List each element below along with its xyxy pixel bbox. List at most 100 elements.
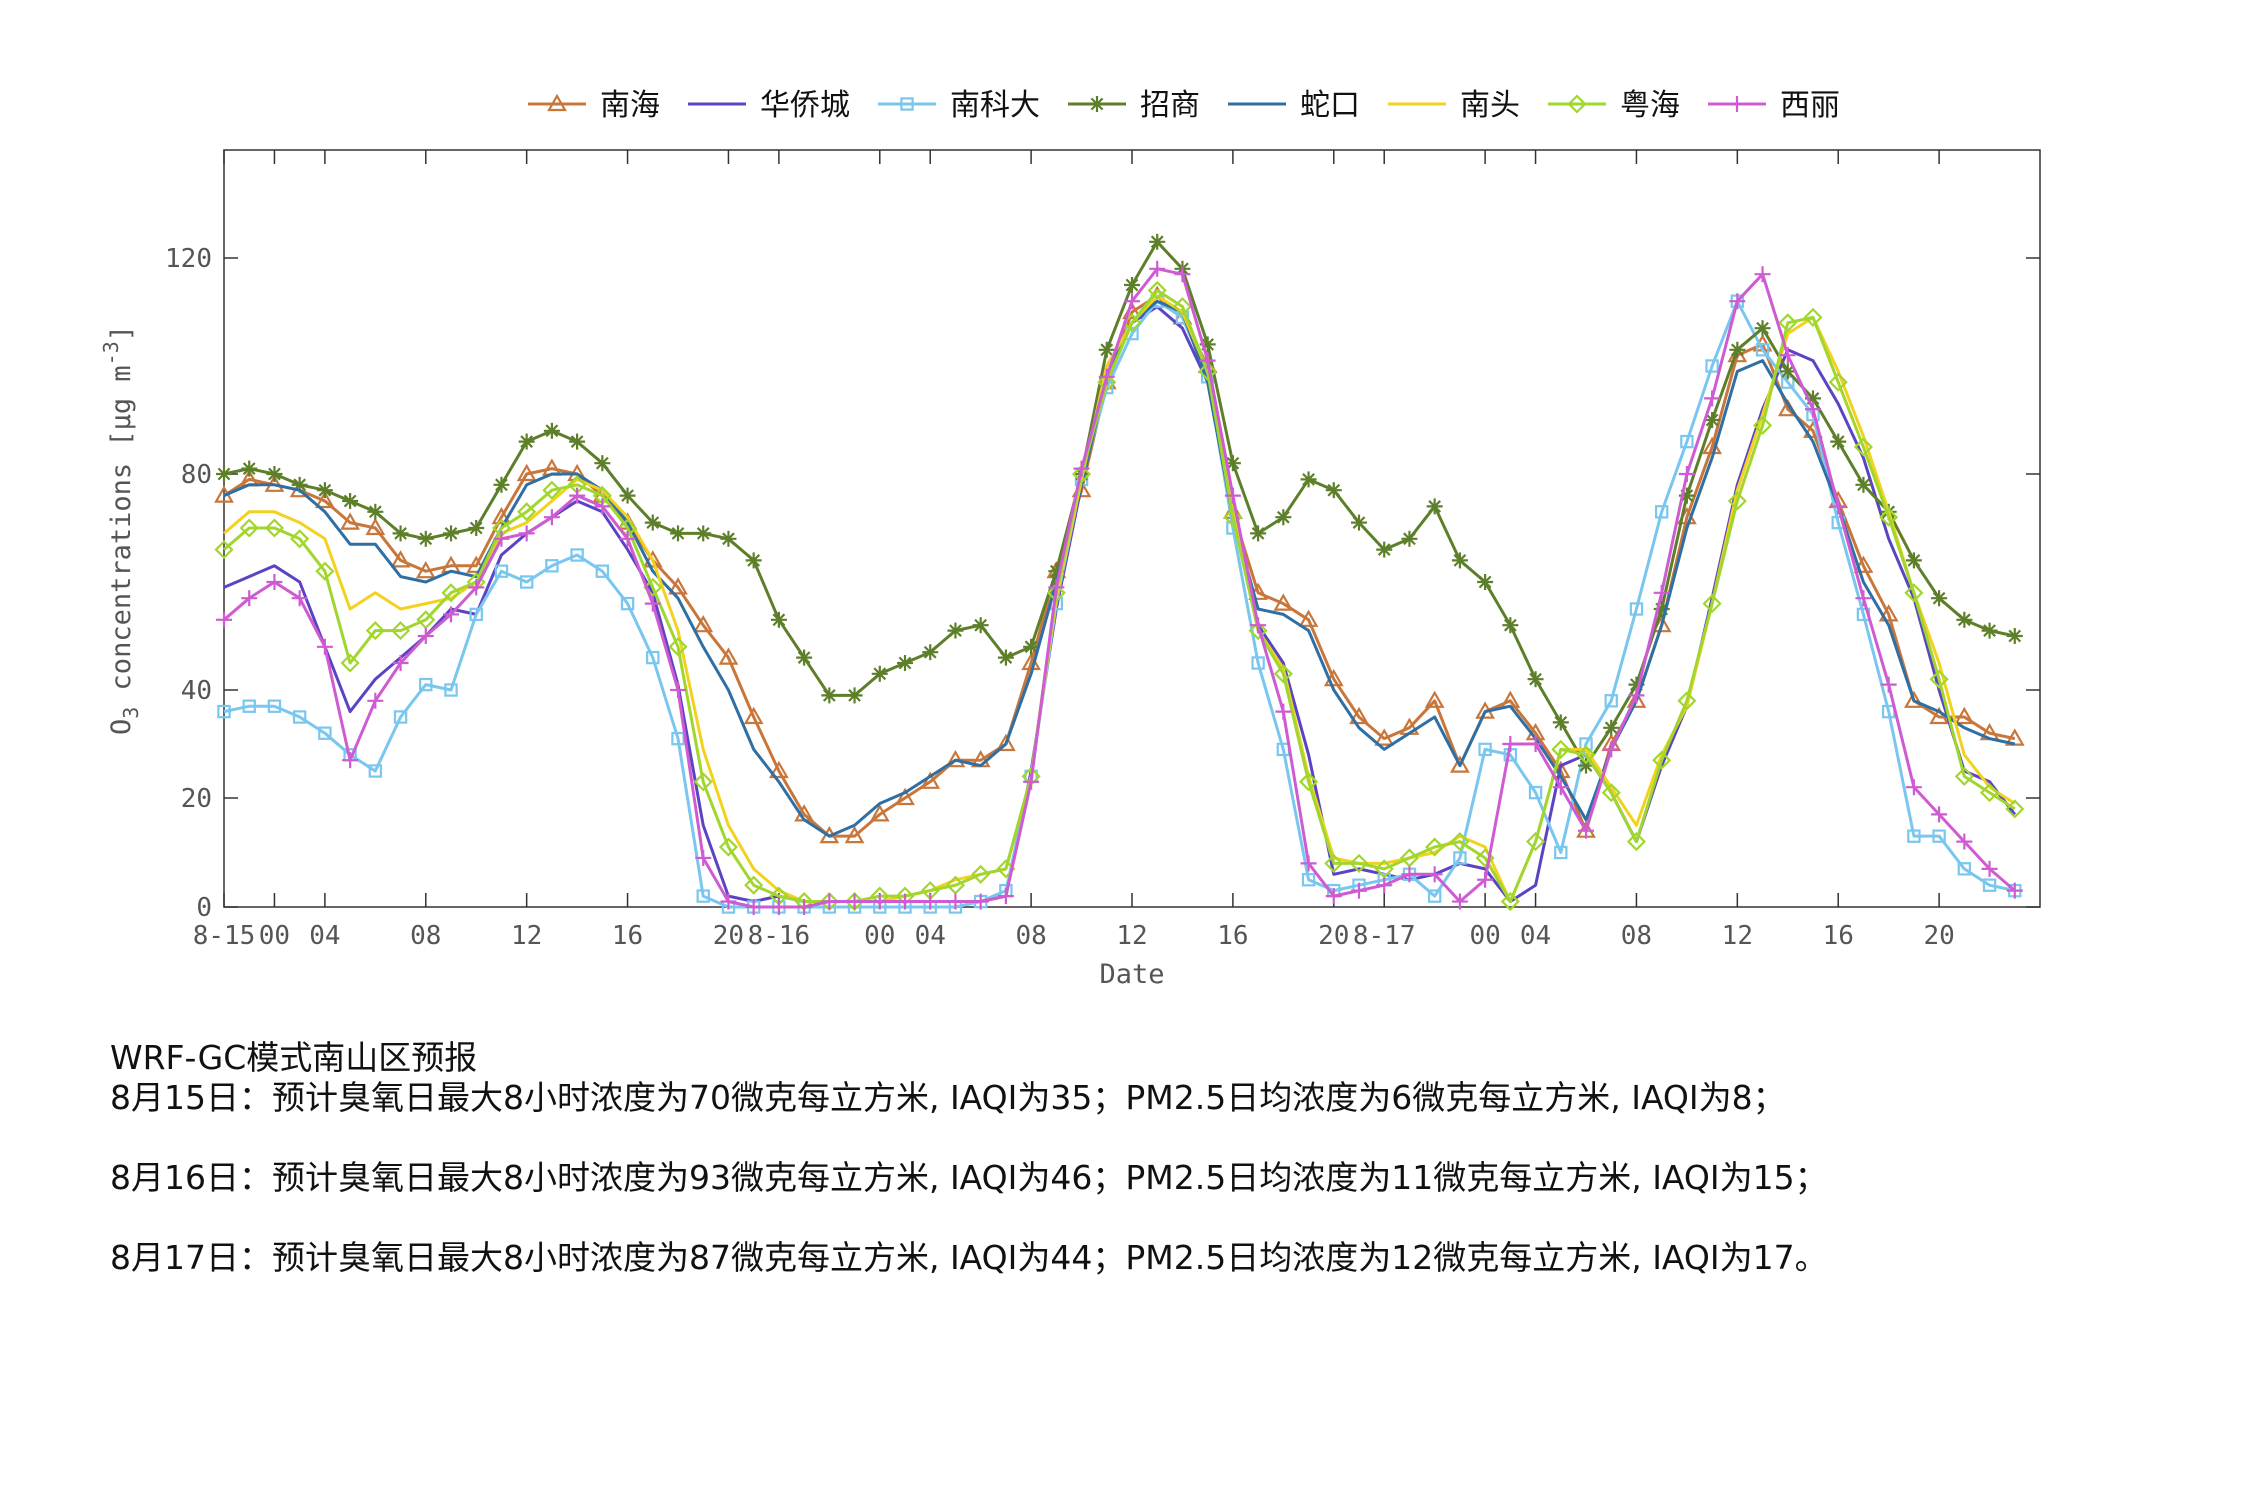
data-point (493, 530, 510, 547)
y-tick-label: 120 (165, 244, 212, 274)
x-tick-label: 8-15 (193, 921, 256, 951)
data-point (1349, 706, 1369, 725)
x-tick-label: 16 (1823, 921, 1854, 951)
x-tick-label: 04 (309, 921, 340, 951)
data-point (947, 622, 964, 639)
data-point (693, 614, 714, 633)
series-line (223, 288, 2016, 903)
x-tick-label: 00 (1469, 921, 1500, 951)
data-point (1654, 505, 1669, 519)
data-point (1603, 719, 1620, 736)
legend-label: 蛇口 (1300, 88, 1360, 123)
y-tick-label: 80 (181, 460, 212, 490)
data-point (770, 899, 787, 915)
data-point (668, 637, 688, 657)
data-point (469, 607, 483, 622)
data-point (545, 559, 559, 573)
data-point (871, 665, 888, 682)
data-point (1424, 690, 1445, 708)
data-point (1324, 853, 1344, 873)
x-tick-label: 08 (1015, 921, 1046, 951)
y-tick-label: 20 (181, 784, 212, 814)
data-point (1704, 390, 1721, 407)
series-4 (216, 233, 2023, 774)
data-point (1879, 507, 1899, 527)
data-point (468, 579, 485, 596)
data-point (1931, 590, 1948, 607)
series-6 (223, 294, 2016, 903)
data-point (1046, 583, 1066, 603)
data-point (1678, 466, 1695, 482)
data-point (821, 687, 838, 704)
y-axis: 0 20 40 80 120 (165, 244, 2040, 923)
data-point (392, 525, 409, 542)
data-point (1705, 359, 1719, 373)
data-point (314, 490, 335, 509)
data-point (569, 487, 586, 504)
series-line (223, 240, 2016, 768)
data-point (1551, 739, 1571, 759)
data-point (1098, 368, 1115, 385)
legend-label: 南头 (1460, 88, 1520, 123)
data-point (1956, 833, 1973, 850)
data-point (543, 509, 560, 526)
data-point (518, 433, 535, 450)
data-point (367, 503, 384, 520)
data-point (316, 482, 333, 499)
data-point (693, 772, 713, 792)
series-line (223, 299, 2016, 838)
data-point (1097, 372, 1117, 392)
data-point (444, 683, 458, 697)
data-point (720, 530, 737, 547)
data-point (1451, 552, 1468, 569)
forecast-line-2: 8月16日：预计臭氧日最大8小时浓度为93微克每立方米, IAQI为46；PM2… (110, 1158, 1828, 1197)
legend-item: 南海 (528, 88, 660, 123)
x-tick-label: 20 (1923, 921, 1954, 951)
data-point (718, 837, 739, 857)
data-point (1224, 487, 1241, 504)
data-point (1250, 525, 1267, 542)
data-point (796, 899, 813, 915)
x-tick-label: 04 (915, 921, 946, 951)
y-tick-label: 0 (196, 893, 212, 923)
data-point (491, 506, 512, 525)
series-line (223, 294, 2016, 903)
data-point (1401, 866, 1418, 883)
x-tick-label: 04 (1520, 921, 1551, 951)
data-point (594, 455, 611, 472)
data-point (821, 893, 838, 910)
data-point (1903, 690, 1924, 708)
data-point (1223, 507, 1243, 527)
data-point (619, 487, 636, 504)
data-point (1502, 736, 1519, 752)
data-point (844, 825, 865, 844)
x-tick-label: 20 (1318, 921, 1349, 951)
data-point (770, 611, 787, 628)
data-point (1451, 893, 1468, 910)
notes-title: WRF-GC模式南山区预报 (110, 1038, 478, 1077)
data-point (417, 530, 434, 547)
x-tick-label: 00 (864, 921, 895, 951)
data-point (1149, 260, 1166, 277)
data-point (1567, 94, 1587, 114)
data-point (392, 655, 409, 671)
data-point (569, 433, 586, 450)
data-point (744, 875, 764, 895)
data-point (1601, 783, 1621, 803)
series-line (223, 305, 2016, 903)
forecast-line-1: 8月15日：预计臭氧日最大8小时浓度为70微克每立方米, IAQI为35；PM2… (110, 1078, 1786, 1117)
chart-legend: 南海 华侨城 南科大 招商 蛇口 南头 粤海 西丽 (528, 88, 1840, 123)
data-point (695, 849, 712, 866)
data-point (1878, 604, 1899, 622)
data-point (542, 480, 562, 500)
legend-item: 南头 (1388, 88, 1520, 123)
data-point (1754, 320, 1771, 337)
x-axis: 8-15 00 04 08 12 16 20 8-16 00 04 08 12 16 20 8-17 00 04… (193, 150, 1955, 951)
data-point (846, 893, 863, 910)
data-point (1478, 742, 1492, 757)
data-point (595, 564, 610, 578)
data-point (367, 692, 384, 709)
data-point (668, 577, 688, 595)
legend-item: 南科大 (878, 88, 1040, 123)
data-point (644, 595, 661, 612)
